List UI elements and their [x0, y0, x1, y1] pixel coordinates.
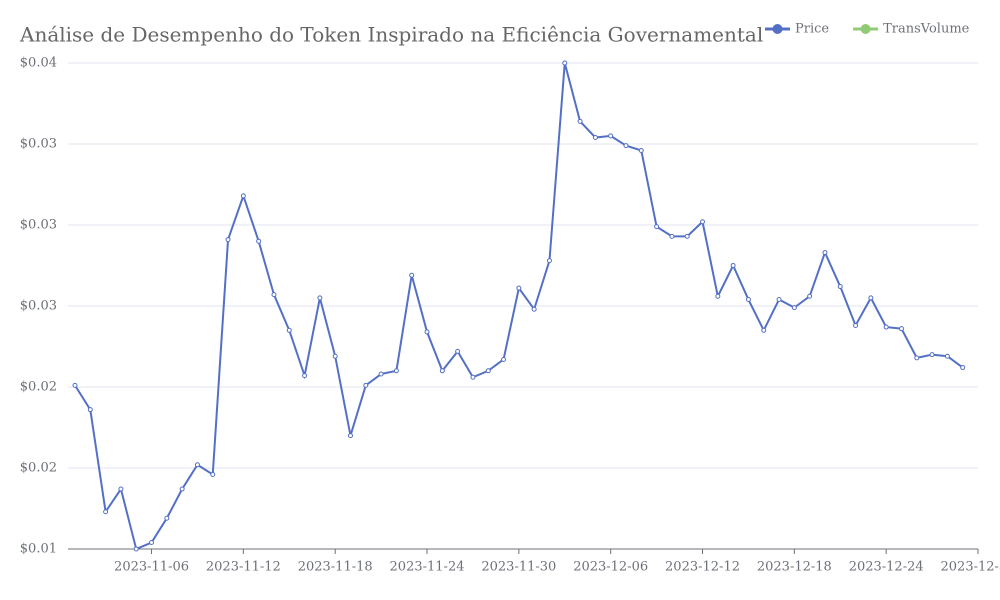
- point: [791, 305, 797, 311]
- point: [455, 348, 461, 354]
- point: [194, 462, 200, 468]
- point: [914, 355, 920, 361]
- legend-label: TransVolume: [883, 22, 970, 37]
- x-tick-label: 2023-12-12: [665, 560, 740, 575]
- point: [868, 295, 874, 301]
- point: [179, 486, 185, 492]
- point: [929, 352, 935, 358]
- point: [87, 407, 93, 413]
- y-tick-label: $0.01: [20, 542, 57, 557]
- x-tick-label: 2023-11-18: [298, 560, 373, 575]
- point: [761, 327, 767, 333]
- x-tick-label: 2023-11-24: [390, 560, 465, 575]
- point: [623, 143, 629, 149]
- y-tick-label: $0.02: [20, 461, 57, 476]
- point: [562, 60, 568, 66]
- point: [669, 233, 675, 239]
- point: [592, 135, 598, 141]
- point: [133, 546, 139, 552]
- y-tick-label: $0.03: [20, 137, 57, 152]
- y-tick-label: $0.04: [20, 56, 57, 71]
- point: [256, 238, 262, 244]
- point: [807, 293, 813, 299]
- point: [654, 224, 660, 230]
- legend-dot: [860, 24, 871, 34]
- point: [286, 327, 292, 333]
- point: [638, 147, 644, 153]
- point: [118, 486, 124, 492]
- point: [210, 471, 216, 477]
- point: [485, 368, 491, 374]
- point: [103, 509, 109, 515]
- point: [393, 368, 399, 374]
- point: [853, 322, 859, 328]
- x-tick-label: 2023-12-06: [573, 560, 648, 575]
- point: [745, 297, 751, 303]
- x-tick-label: 2023-12-18: [757, 560, 832, 575]
- x-tick-label: 2023-12-30: [941, 560, 1000, 575]
- point: [730, 263, 736, 268]
- point: [700, 219, 706, 225]
- point: [409, 272, 415, 278]
- y-tick-label: $0.02: [20, 380, 57, 395]
- point: [302, 373, 308, 379]
- point: [577, 118, 583, 124]
- point: [883, 324, 889, 330]
- point: [164, 515, 170, 521]
- point: [240, 193, 246, 199]
- x-tick-label: 2023-11-12: [206, 560, 281, 575]
- point: [72, 382, 78, 388]
- point: [960, 365, 966, 371]
- x-tick-label: 2023-11-30: [481, 560, 556, 575]
- point: [363, 382, 369, 388]
- point: [837, 284, 843, 290]
- point: [317, 295, 323, 301]
- point: [684, 233, 690, 239]
- point: [271, 292, 277, 298]
- chart-title: Análise de Desempenho do Token Inspirado…: [19, 23, 763, 47]
- point: [608, 133, 614, 139]
- point: [898, 326, 904, 332]
- point: [822, 250, 828, 256]
- point: [546, 258, 552, 264]
- y-tick-label: $0.03: [20, 218, 57, 233]
- point: [776, 297, 782, 303]
- x-tick-label: 2023-12-24: [849, 560, 924, 575]
- point: [347, 433, 353, 439]
- point: [501, 356, 507, 362]
- legend-dot: [772, 24, 783, 34]
- x-tick-label: 2023-11-06: [114, 560, 189, 575]
- legend-label: Price: [795, 22, 829, 37]
- y-tick-label: $0.03: [20, 299, 57, 314]
- point: [944, 353, 950, 359]
- point: [378, 371, 384, 377]
- point: [531, 306, 537, 312]
- point: [225, 237, 231, 243]
- point: [470, 374, 476, 380]
- point: [332, 353, 338, 359]
- point: [516, 285, 522, 291]
- point: [424, 329, 430, 335]
- point: [439, 368, 445, 374]
- point: [715, 293, 721, 299]
- point: [149, 540, 155, 546]
